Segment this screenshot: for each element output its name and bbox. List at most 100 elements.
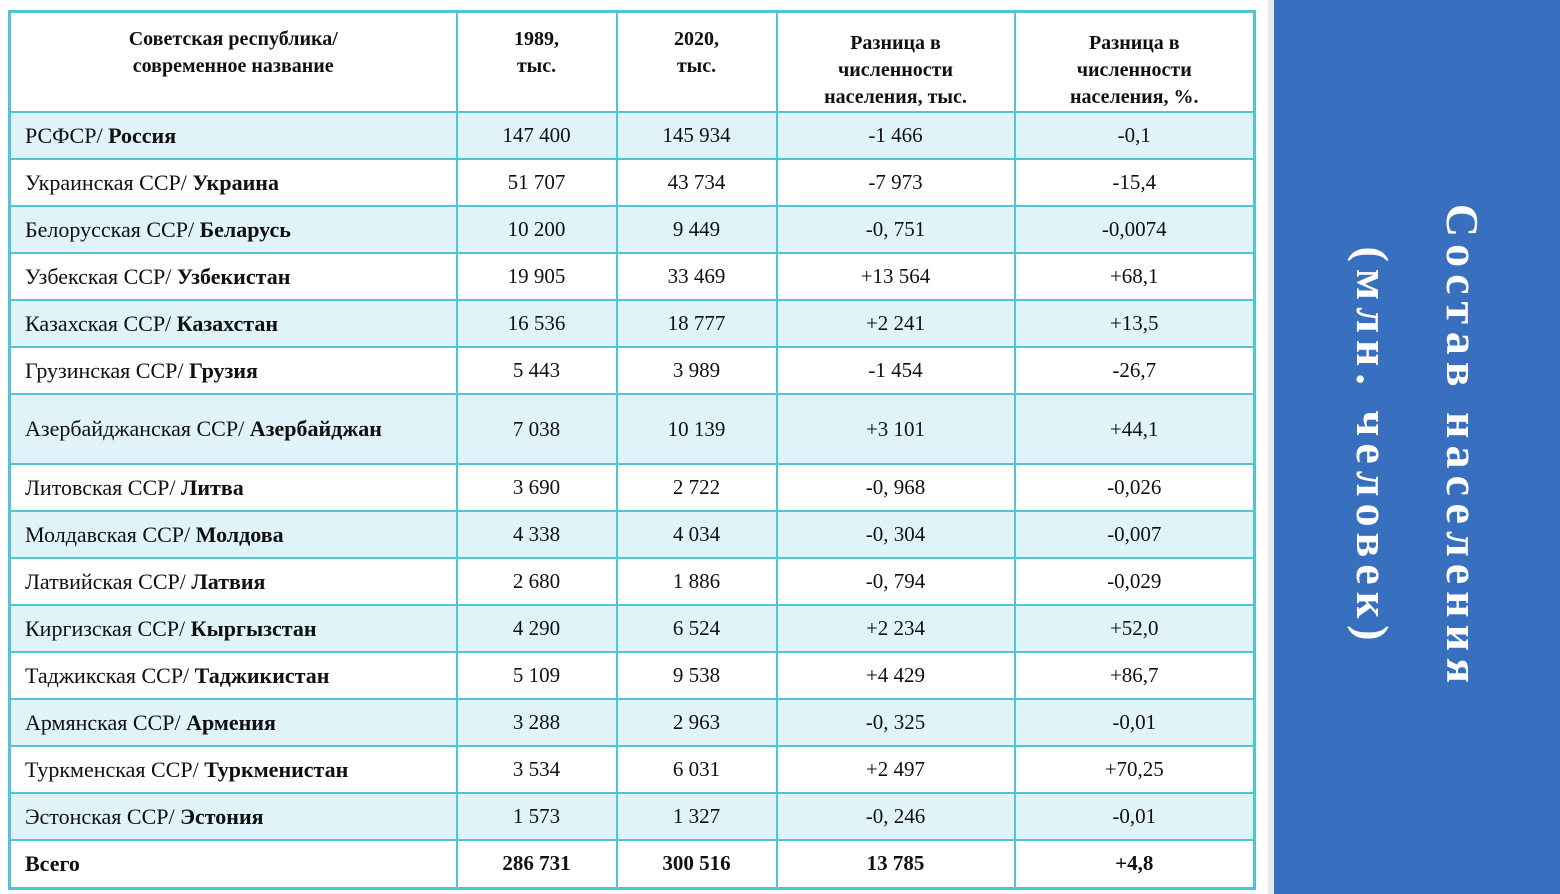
- modern-name: Латвия: [191, 568, 266, 594]
- pop-2020-cell: 4 034: [615, 510, 778, 559]
- header-line: тыс.: [676, 55, 717, 77]
- pop-2020-cell: 9 449: [615, 205, 778, 254]
- pop-1989-cell: 3 534: [455, 745, 618, 794]
- pop-2020-cell: 6 031: [615, 745, 778, 794]
- pop-1989-cell: 147 400: [455, 111, 618, 160]
- diff-thousands-cell: +2 497: [775, 745, 1016, 794]
- pop-2020-cell: 18 777: [615, 299, 778, 348]
- total-diff-percent: +4,8: [1013, 839, 1256, 889]
- pop-2020-cell: 10 139: [615, 393, 778, 465]
- soviet-name: Грузинская ССР/: [25, 357, 189, 383]
- republic-name-cell: Киргизская ССР/ Кыргызстан: [8, 604, 458, 653]
- soviet-name: Казахская ССР/: [25, 310, 177, 336]
- header-line: численности: [837, 59, 954, 81]
- table-row: Молдавская ССР/ Молдова 4 338 4 034 -0, 304…: [8, 510, 1256, 559]
- soviet-name: Киргизская ССР/: [25, 615, 191, 641]
- diff-thousands-cell: +2 234: [775, 604, 1016, 653]
- pop-1989-cell: 1 573: [455, 792, 618, 841]
- diff-thousands-cell: -0, 325: [775, 698, 1016, 747]
- soviet-name: РСФСР/: [25, 122, 109, 148]
- republic-name-cell: Грузинская ССР/ Грузия: [8, 346, 458, 395]
- diff-percent-cell: +52,0: [1013, 604, 1256, 653]
- modern-name: Узбекистан: [176, 263, 291, 289]
- header-diff-thousands: Разница в численности населения, тыс.: [775, 10, 1016, 113]
- pop-1989-cell: 3 288: [455, 698, 618, 747]
- table-body: РСФСР/ Россия 147 400 145 934 -1 466 -0,1 Укр…: [8, 111, 1256, 841]
- republic-name-cell: Белорусская ССР/ Беларусь: [8, 205, 458, 254]
- header-line: населения, %.: [1070, 86, 1199, 108]
- modern-name: Туркменистан: [204, 756, 349, 782]
- table-area: Советская республика/ современное назван…: [8, 10, 1256, 890]
- table-row: РСФСР/ Россия 147 400 145 934 -1 466 -0,1: [8, 111, 1256, 160]
- soviet-name: Таджикская ССР/: [25, 662, 195, 688]
- total-diff-thousands: 13 785: [775, 839, 1016, 889]
- table-row: Белорусская ССР/ Беларусь 10 200 9 449 -0, …: [8, 205, 1256, 254]
- header-line: Советская республика/: [128, 28, 338, 50]
- soviet-name: Узбекская ССР/: [25, 263, 177, 289]
- header-line: Разница в: [1088, 32, 1180, 54]
- pop-1989-cell: 5 443: [455, 346, 618, 395]
- republic-name-cell: Литовская ССР/ Литва: [8, 463, 458, 512]
- diff-percent-cell: +13,5: [1013, 299, 1256, 348]
- soviet-name: Азербайджанская ССР/: [25, 416, 250, 441]
- republic-name-cell: Армянская ССР/ Армения: [8, 698, 458, 747]
- pop-2020-cell: 9 538: [615, 651, 778, 700]
- republic-name-cell: Туркменская ССР/ Туркменистан: [8, 745, 458, 794]
- header-line: тыс.: [516, 55, 557, 77]
- header-line: населения, тыс.: [824, 86, 967, 108]
- soviet-name: Туркменская ССР/: [25, 756, 205, 782]
- pop-1989-cell: 5 109: [455, 651, 618, 700]
- table-row: Узбекская ССР/ Узбекистан 19 905 33 469 +13…: [8, 252, 1256, 301]
- diff-thousands-cell: -0, 751: [775, 205, 1016, 254]
- diff-percent-cell: -0,026: [1013, 463, 1256, 512]
- pop-2020-cell: 145 934: [615, 111, 778, 160]
- population-table: Советская республика/ современное назван…: [8, 10, 1256, 890]
- diff-thousands-cell: -0, 246: [775, 792, 1016, 841]
- diff-thousands-cell: -0, 968: [775, 463, 1016, 512]
- table-row: Латвийская ССР/ Латвия 2 680 1 886 -0, 794-…: [8, 557, 1256, 606]
- slide-title: Состав населения (млн. человек): [1327, 204, 1507, 690]
- pop-2020-cell: 6 524: [615, 604, 778, 653]
- modern-name: Эстония: [180, 803, 264, 829]
- modern-name: Беларусь: [199, 216, 291, 242]
- pop-1989-cell: 4 338: [455, 510, 618, 559]
- republic-name-cell: Казахская ССР/ Казахстан: [8, 299, 458, 348]
- diff-percent-cell: -0,01: [1013, 698, 1256, 747]
- republic-name-cell: Эстонская ССР/ Эстония: [8, 792, 458, 841]
- diff-thousands-cell: +3 101: [775, 393, 1016, 465]
- header-line: Разница в: [850, 32, 941, 54]
- pop-2020-cell: 1 327: [615, 792, 778, 841]
- soviet-name: Эстонская ССР/: [25, 803, 181, 829]
- diff-thousands-cell: -7 973: [775, 158, 1016, 207]
- total-1989: 286 731: [455, 839, 618, 889]
- header-line: 2020,: [674, 28, 719, 50]
- pop-1989-cell: 4 290: [455, 604, 618, 653]
- diff-thousands-cell: -0, 794: [775, 557, 1016, 606]
- table-header: Советская республика/ современное назван…: [8, 10, 1256, 113]
- total-row: Всего 286 731 300 516 13 785 +4,8: [8, 839, 1256, 889]
- diff-percent-cell: -0,01: [1013, 792, 1256, 841]
- header-line: современное название: [132, 55, 334, 77]
- table-row: Туркменская ССР/ Туркменистан 3 534 6 031 +…: [8, 745, 1256, 794]
- table-row: Киргизская ССР/ Кыргызстан 4 290 6 524 +2 2…: [8, 604, 1256, 653]
- soviet-name: Армянская ССР/: [25, 709, 187, 735]
- header-diff-percent: Разница в численности населения, %.: [1013, 10, 1256, 113]
- soviet-name: Белорусская ССР/: [25, 216, 200, 242]
- pop-1989-cell: 19 905: [455, 252, 618, 301]
- diff-thousands-cell: +2 241: [775, 299, 1016, 348]
- diff-percent-cell: +70,25: [1013, 745, 1256, 794]
- header-republic: Советская республика/ современное назван…: [8, 10, 458, 113]
- diff-percent-cell: -0,029: [1013, 557, 1256, 606]
- table-row: Азербайджанская ССР/ Азербайджан 7 038 10 …: [8, 393, 1256, 465]
- republic-name-cell: Молдавская ССР/ Молдова: [8, 510, 458, 559]
- diff-percent-cell: +68,1: [1013, 252, 1256, 301]
- header-2020: 2020, тыс.: [615, 10, 778, 113]
- pop-2020-cell: 3 989: [615, 346, 778, 395]
- modern-name: Украина: [192, 169, 279, 195]
- pop-1989-cell: 2 680: [455, 557, 618, 606]
- diff-thousands-cell: +13 564: [775, 252, 1016, 301]
- slide-title-line-1: Состав населения: [1437, 203, 1488, 691]
- diff-percent-cell: -26,7: [1013, 346, 1256, 395]
- diff-percent-cell: +44,1: [1013, 393, 1256, 465]
- header-row: Советская республика/ современное назван…: [8, 10, 1256, 113]
